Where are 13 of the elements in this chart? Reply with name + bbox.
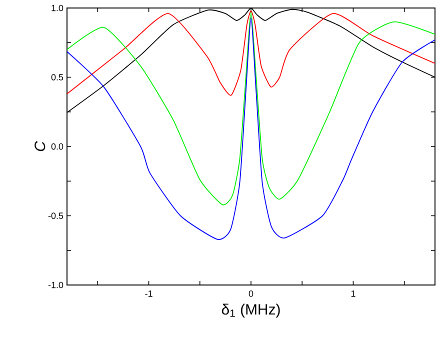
x-tick-label: 1 [351, 290, 356, 297]
line-series [67, 17, 435, 240]
x-tick-label: -1 [145, 290, 152, 297]
x-tick-label: 0 [248, 290, 254, 297]
x-axis-title: δ$_{1}$ (MHz) [222, 304, 280, 318]
y-tick-label: -1.0 [48, 282, 64, 288]
y-tick-label: -0.5 [48, 212, 64, 219]
y-tick-label: 0.0 [51, 143, 64, 150]
y-tick-label: 0.5 [51, 74, 64, 80]
y-axis-title: C [34, 141, 46, 152]
y-tick-label: 1.0 [52, 4, 64, 12]
line-series [67, 10, 435, 96]
line-series [67, 12, 435, 206]
